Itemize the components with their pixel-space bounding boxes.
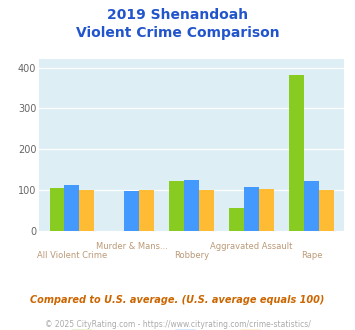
Legend: Shenandoah, Texas, National: Shenandoah, Texas, National [66,326,317,330]
Text: © 2025 CityRating.com - https://www.cityrating.com/crime-statistics/: © 2025 CityRating.com - https://www.city… [45,320,310,329]
Bar [289,75,304,231]
Bar [184,180,199,231]
Text: Compared to U.S. average. (U.S. average equals 100): Compared to U.S. average. (U.S. average … [30,295,325,305]
Bar [304,181,319,231]
Text: Robbery: Robbery [174,250,209,260]
Text: Aggravated Assault: Aggravated Assault [211,243,293,251]
Bar [65,185,80,231]
Bar [169,181,184,231]
Bar [80,190,94,231]
Bar [229,208,244,231]
Bar [319,190,334,231]
Bar [199,190,214,231]
Bar [124,190,139,231]
Bar [244,187,259,231]
Text: All Violent Crime: All Violent Crime [37,250,107,260]
Bar [259,189,274,231]
Text: Rape: Rape [301,250,322,260]
Bar [139,190,154,231]
Text: Violent Crime Comparison: Violent Crime Comparison [76,26,279,40]
Text: Murder & Mans...: Murder & Mans... [96,243,168,251]
Text: 2019 Shenandoah: 2019 Shenandoah [107,8,248,22]
Bar [50,188,65,231]
